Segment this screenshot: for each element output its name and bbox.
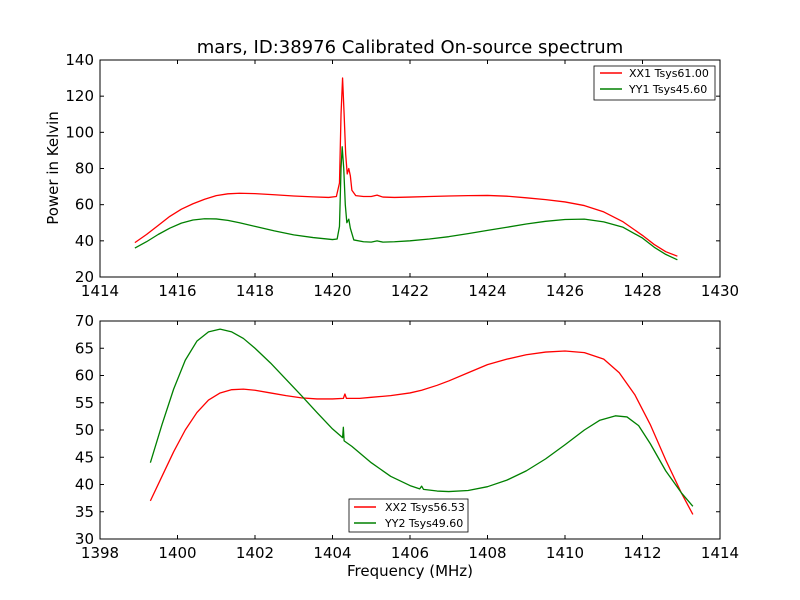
bottom-series-line-0 xyxy=(149,350,694,515)
top-xtick-label-0: 1414 xyxy=(81,282,119,300)
bottom-chart-xlabel: Frequency (MHz) xyxy=(347,562,473,580)
bottom-legend: XX2 Tsys56.53 YY2 Tsys49.60 xyxy=(348,498,469,533)
top-ytick-label-3: 80 xyxy=(75,160,94,178)
top-xtick-label-5: 1424 xyxy=(468,282,506,300)
top-chart-title: mars, ID:38976 Calibrated On-source spec… xyxy=(197,37,623,58)
bottom-ytick-label-2: 40 xyxy=(75,476,94,494)
bottom-xtick-label-8: 1414 xyxy=(701,544,739,562)
top-xtick-label-1: 1416 xyxy=(158,282,196,300)
top-legend-box xyxy=(593,65,716,101)
top-ytick-label-6: 140 xyxy=(65,51,94,69)
top-series-line-1 xyxy=(134,146,678,261)
top-xtick-label-4: 1422 xyxy=(391,282,429,300)
bottom-xtick-label-4: 1406 xyxy=(391,544,429,562)
top-ytick-label-5: 120 xyxy=(65,87,94,105)
bottom-xtick-label-2: 1402 xyxy=(236,544,274,562)
bottom-legend-label-yy2: YY2 Tsys49.60 xyxy=(384,517,463,530)
bottom-xtick-label-1: 1400 xyxy=(158,544,196,562)
top-xtick-label-2: 1418 xyxy=(236,282,274,300)
top-legend: XX1 Tsys61.00 YY1 Tsys45.60 xyxy=(593,65,716,101)
bottom-ytick-label-5: 55 xyxy=(75,394,94,412)
bottom-ytick-label-1: 35 xyxy=(75,503,94,521)
bottom-legend-label-xx2: XX2 Tsys56.53 xyxy=(385,501,465,514)
top-legend-label-xx1: XX1 Tsys61.00 xyxy=(629,67,709,80)
top-xtick-label-6: 1426 xyxy=(546,282,584,300)
top-series-layer xyxy=(134,77,678,261)
bottom-xtick-label-0: 1398 xyxy=(81,544,119,562)
bottom-ytick-label-7: 65 xyxy=(75,339,94,357)
top-ytick-label-0: 20 xyxy=(75,268,94,286)
bottom-ticks-layer: 1398 1400 1402 1404 1406 1408 1410 1412 1414 30 35… xyxy=(75,312,739,562)
bottom-ytick-label-6: 60 xyxy=(75,367,94,385)
bottom-xtick-label-6: 1410 xyxy=(546,544,584,562)
bottom-chart: Frequency (MHz) 1398 1400 1402 1404 1406 1408… xyxy=(75,312,739,580)
bottom-ytick-label-3: 45 xyxy=(75,448,94,466)
bottom-xtick-label-7: 1412 xyxy=(623,544,661,562)
top-xtick-label-3: 1420 xyxy=(313,282,351,300)
top-ticks-layer: 1414 1416 1418 1420 1422 1424 1426 1428 1430 20 40… xyxy=(65,51,739,300)
bottom-series-layer xyxy=(149,328,694,515)
top-ytick-label-2: 60 xyxy=(75,196,94,214)
top-chart-ylabel: Power in Kelvin xyxy=(44,111,62,225)
top-chart: mars, ID:38976 Calibrated On-source spec… xyxy=(44,37,739,300)
bottom-ytick-label-0: 30 xyxy=(75,530,94,548)
bottom-xtick-label-3: 1404 xyxy=(313,544,351,562)
bottom-xtick-label-5: 1408 xyxy=(468,544,506,562)
bottom-ytick-label-4: 50 xyxy=(75,421,94,439)
top-ytick-label-4: 100 xyxy=(65,123,94,141)
bottom-ytick-label-8: 70 xyxy=(75,312,94,330)
bottom-series-line-1 xyxy=(149,328,694,507)
top-xtick-label-7: 1428 xyxy=(623,282,661,300)
top-ytick-label-1: 40 xyxy=(75,232,94,250)
bottom-legend-box xyxy=(348,498,469,533)
top-xtick-label-8: 1430 xyxy=(701,282,739,300)
top-legend-label-yy1: YY1 Tsys45.60 xyxy=(628,83,707,96)
top-series-line-0 xyxy=(134,77,678,257)
